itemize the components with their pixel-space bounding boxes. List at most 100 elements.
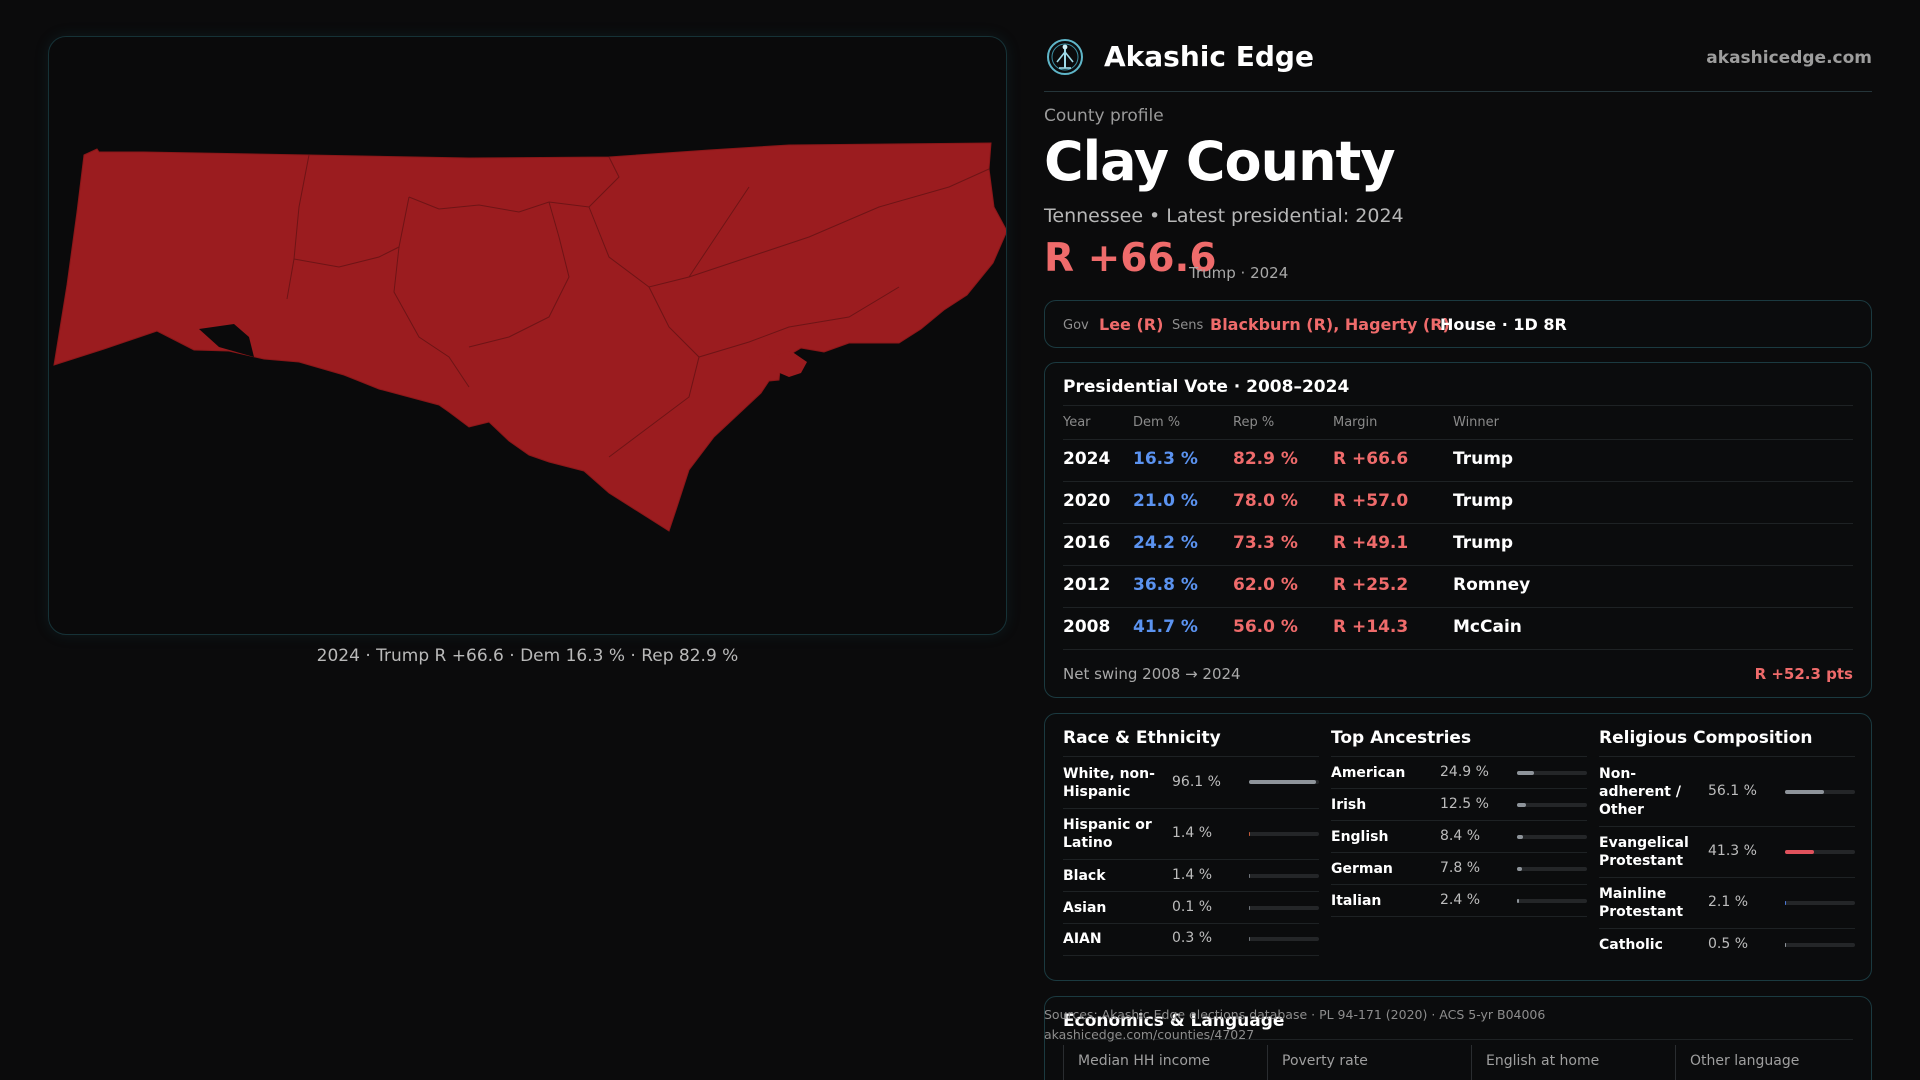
item-bar-fill	[1517, 867, 1523, 871]
cell-dem: 41.7 %	[1133, 617, 1198, 637]
item-label: Black	[1063, 868, 1106, 884]
cell-rep: 73.3 %	[1233, 533, 1298, 553]
ancestry-title: Top Ancestries	[1331, 728, 1472, 748]
item-bar	[1249, 832, 1319, 836]
item-bar-fill	[1785, 790, 1825, 794]
stat-english-at-home: English at home	[1471, 1045, 1675, 1080]
cell-margin: R +57.0	[1333, 491, 1409, 511]
cell-dem: 36.8 %	[1133, 575, 1198, 595]
cell-winner: Trump	[1453, 449, 1514, 469]
item-bar-fill	[1249, 780, 1317, 784]
tree-of-life-icon[interactable]	[1046, 38, 1084, 76]
item-bar-fill	[1785, 943, 1787, 947]
table-row: 2024 16.3 % 82.9 % R +66.6 Trump	[1063, 440, 1853, 482]
internal-boundaries	[286, 154, 990, 458]
column-header-dem: Dem %	[1133, 415, 1181, 430]
item-bar-fill	[1517, 803, 1526, 807]
item-value: 12.5 %	[1440, 796, 1489, 812]
item-label: AIAN	[1063, 931, 1102, 947]
column-header-winner: Winner	[1453, 415, 1500, 430]
cell-year: 2008	[1063, 617, 1111, 637]
net-swing-label: Net swing 2008 → 2024	[1063, 665, 1241, 683]
list-item: German 7.8 %	[1331, 853, 1587, 885]
senators-value: Blackburn (R), Hagerty (R)	[1210, 315, 1450, 334]
item-bar	[1517, 771, 1587, 775]
table-row: 2020 21.0 % 78.0 % R +57.0 Trump	[1063, 482, 1853, 524]
cell-margin: R +66.6	[1333, 449, 1409, 469]
list-item: Mainline Protestant 2.1 %	[1599, 878, 1855, 929]
list-item: English 8.4 %	[1331, 821, 1587, 853]
cell-rep: 56.0 %	[1233, 617, 1298, 637]
cell-year: 2020	[1063, 491, 1111, 511]
list-item: Catholic 0.5 %	[1599, 929, 1855, 961]
column-header-rep: Rep %	[1233, 415, 1275, 430]
cell-year: 2016	[1063, 533, 1111, 553]
stat-other-language: Other language	[1675, 1045, 1855, 1080]
item-value: 0.3 %	[1172, 930, 1213, 946]
item-value: 96.1 %	[1172, 774, 1221, 790]
item-bar	[1785, 790, 1855, 794]
item-value: 7.8 %	[1440, 860, 1481, 876]
cell-rep: 78.0 %	[1233, 491, 1298, 511]
brand-name[interactable]: Akashic Edge	[1104, 40, 1314, 73]
item-label: Mainline Protestant	[1599, 886, 1684, 920]
list-item: Evangelical Protestant 41.3 %	[1599, 827, 1855, 878]
item-bar	[1517, 835, 1587, 839]
item-value: 2.4 %	[1440, 892, 1481, 908]
cell-margin: R +49.1	[1333, 533, 1409, 553]
item-value: 56.1 %	[1708, 783, 1757, 799]
cell-dem: 16.3 %	[1133, 449, 1198, 469]
stat-poverty-rate: Poverty rate	[1267, 1045, 1471, 1080]
county-inlet	[199, 324, 254, 357]
cell-margin: R +25.2	[1333, 575, 1409, 595]
column-header-year: Year	[1063, 415, 1091, 430]
net-swing-value: R +52.3 pts	[1754, 665, 1853, 683]
cell-winner: Trump	[1453, 533, 1514, 553]
item-bar	[1249, 780, 1319, 784]
county-map[interactable]	[49, 37, 1007, 635]
latest-margin: R +66.6	[1044, 236, 1217, 281]
governor-label: Gov	[1063, 318, 1089, 333]
item-bar	[1785, 943, 1855, 947]
county-exclave[interactable]	[769, 351, 807, 377]
county-shape[interactable]	[53, 142, 1007, 532]
list-item: Italian 2.4 %	[1331, 885, 1587, 917]
item-bar	[1517, 899, 1587, 903]
list-item: Asian 0.1 %	[1063, 892, 1319, 924]
table-row: 2008 41.7 % 56.0 % R +14.3 McCain	[1063, 608, 1853, 650]
item-bar	[1517, 867, 1587, 871]
item-bar-fill	[1249, 906, 1251, 910]
county-url[interactable]: akashicedge.com/counties/47027	[1044, 1027, 1255, 1042]
page-eyebrow: County profile	[1044, 106, 1164, 126]
cell-year: 2012	[1063, 575, 1111, 595]
list-item: Non-adherent / Other 56.1 %	[1599, 757, 1855, 827]
item-value: 41.3 %	[1708, 843, 1757, 859]
demographics-card: Race & Ethnicity White, non-Hispanic 96.…	[1044, 713, 1872, 981]
item-value: 1.4 %	[1172, 825, 1213, 841]
latest-margin-note: Trump · 2024	[1189, 264, 1289, 282]
cell-year: 2024	[1063, 449, 1111, 469]
item-label: Italian	[1331, 893, 1382, 909]
senators-label: Sens	[1172, 318, 1204, 333]
divider	[1063, 1039, 1853, 1040]
item-value: 1.4 %	[1172, 867, 1213, 883]
county-subtitle: Tennessee • Latest presidential: 2024	[1044, 205, 1404, 227]
table-row: 2016 24.2 % 73.3 % R +49.1 Trump	[1063, 524, 1853, 566]
presidential-table-title: Presidential Vote · 2008–2024	[1063, 377, 1350, 397]
list-item: Hispanic or Latino 1.4 %	[1063, 809, 1319, 860]
item-bar	[1517, 803, 1587, 807]
site-link[interactable]: akashicedge.com	[1706, 48, 1872, 68]
item-value: 8.4 %	[1440, 828, 1481, 844]
cell-dem: 24.2 %	[1133, 533, 1198, 553]
house-delegation: House · 1D 8R	[1440, 315, 1567, 334]
divider	[1063, 439, 1853, 440]
county-map-panel[interactable]	[48, 36, 1007, 635]
item-label: Non-adherent / Other	[1599, 766, 1681, 818]
item-bar-fill	[1517, 899, 1519, 903]
divider	[1599, 756, 1855, 757]
cell-margin: R +14.3	[1333, 617, 1409, 637]
item-bar-fill	[1517, 835, 1523, 839]
item-label: German	[1331, 861, 1393, 877]
item-bar-fill	[1517, 771, 1535, 775]
item-bar	[1785, 901, 1855, 905]
